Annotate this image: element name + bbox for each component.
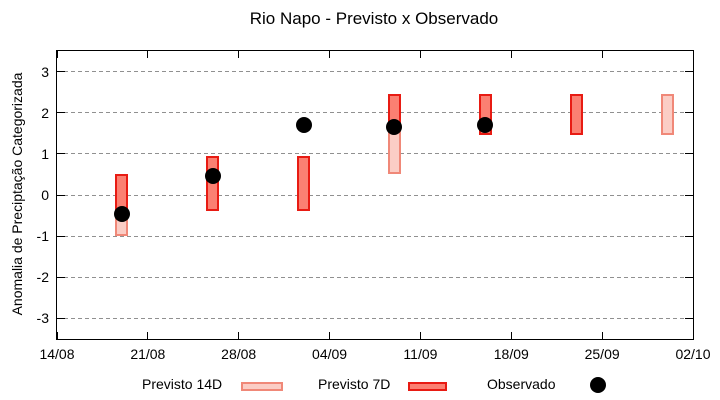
x-tick-bottom — [147, 332, 149, 339]
x-tick-label: 02/10 — [675, 346, 711, 362]
legend-label-observado: Observado — [487, 376, 556, 392]
x-tick-bottom — [601, 332, 603, 339]
y-tick-left — [57, 71, 65, 73]
gridline — [57, 112, 693, 114]
x-tick-label: 25/09 — [584, 346, 620, 362]
y-tick-label: 0 — [41, 187, 49, 203]
x-tick-bottom — [329, 332, 331, 339]
x-tick-top — [147, 51, 149, 58]
y-tick-label: -1 — [36, 228, 49, 245]
observed-point — [477, 117, 494, 134]
observed-point — [113, 205, 130, 222]
gridline — [57, 235, 693, 237]
x-tick-label: 11/09 — [403, 346, 438, 362]
observed-point — [386, 119, 403, 136]
x-tick-label: 28/08 — [221, 346, 257, 362]
y-tick-right — [685, 317, 693, 319]
gridline — [57, 153, 693, 155]
x-tick-bottom — [510, 332, 512, 339]
x-tick-top — [601, 51, 603, 58]
x-tick-label: 04/09 — [312, 346, 348, 362]
x-tick-bottom — [238, 332, 240, 339]
x-tick-label: 18/09 — [493, 346, 529, 362]
chart-title: Rio Napo - Previsto x Observado — [249, 9, 499, 28]
y-tick-left — [57, 112, 65, 114]
observed-point — [204, 168, 221, 185]
forecast-bar-p7 — [297, 155, 311, 212]
y-tick-right — [685, 235, 693, 237]
legend-swatch-observado-dot — [590, 377, 606, 393]
legend-swatch-previsto-7d — [408, 382, 447, 391]
x-tick-bottom — [419, 332, 421, 339]
y-tick-left — [57, 235, 65, 237]
x-tick-bottom — [692, 332, 694, 339]
y-tick-left — [57, 194, 65, 196]
y-tick-left — [57, 153, 65, 155]
gridline — [57, 71, 693, 73]
y-tick-right — [685, 153, 693, 155]
x-tick-top — [56, 51, 58, 58]
x-tick-top — [419, 51, 421, 58]
y-tick-label: -2 — [36, 269, 49, 286]
legend-swatch-previsto-14d — [241, 382, 283, 391]
gridline — [57, 317, 693, 319]
y-tick-left — [57, 276, 65, 278]
y-tick-right — [685, 194, 693, 196]
y-tick-right — [685, 276, 693, 278]
forecast-bar-p7 — [569, 94, 583, 136]
gridline — [57, 194, 693, 196]
y-tick-label: 3 — [41, 63, 49, 80]
x-tick-label: 14/08 — [39, 346, 75, 362]
y-tick-label: 2 — [41, 104, 49, 121]
x-tick-label: 21/08 — [130, 346, 166, 362]
observed-point — [295, 117, 312, 134]
legend-label-previsto-7d: Previsto 7D — [318, 376, 391, 392]
y-tick-left — [57, 317, 65, 319]
y-tick-right — [685, 112, 693, 114]
legend-label-previsto-14d: Previsto 14D — [142, 376, 223, 392]
x-tick-top — [238, 51, 240, 58]
gridline — [57, 276, 693, 278]
forecast-bar-p14 — [660, 94, 674, 136]
x-tick-top — [692, 51, 694, 58]
plot-area: 3 2 1 0 -1 -2 -3 14/08 21/08 28/08 04/09 11/09 18/09… — [37, 50, 711, 362]
x-tick-top — [510, 51, 512, 58]
y-tick-label: 1 — [41, 145, 49, 162]
y-tick-right — [685, 71, 693, 73]
x-tick-bottom — [56, 332, 58, 339]
x-tick-top — [329, 51, 331, 58]
y-tick-label: -3 — [36, 310, 49, 327]
